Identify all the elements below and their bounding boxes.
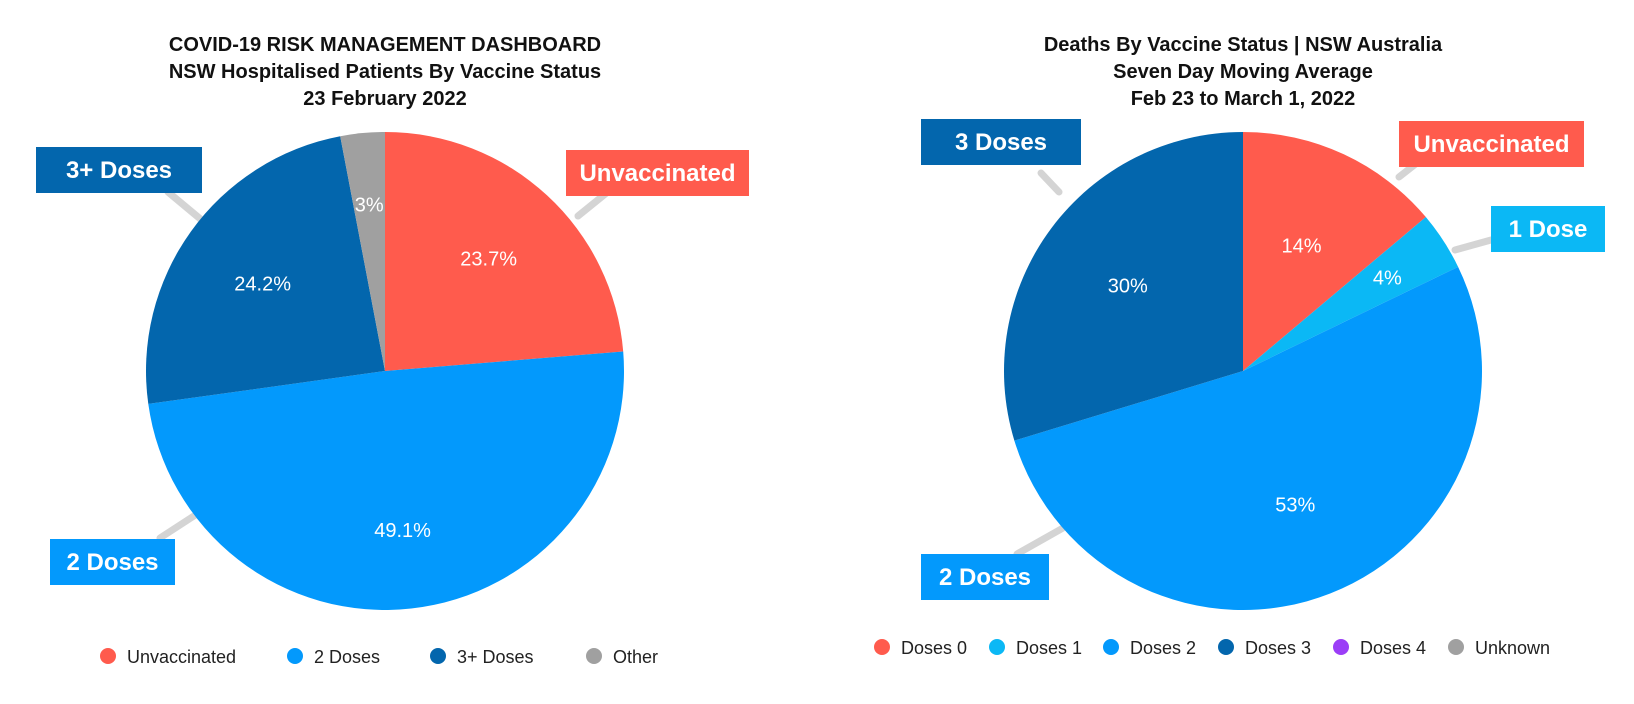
slice-data-label: 4% bbox=[1373, 267, 1402, 289]
callout-box bbox=[921, 119, 1081, 165]
pie-slice-doses-3[interactable] bbox=[1004, 132, 1243, 441]
slice-data-label: 14% bbox=[1281, 235, 1321, 257]
pie-slice-unvaccinated[interactable] bbox=[385, 132, 624, 371]
legend-label: Doses 2 bbox=[1130, 638, 1196, 658]
callout-box bbox=[36, 147, 202, 193]
callout-leader-line bbox=[164, 188, 208, 226]
chart-title-line: 23 February 2022 bbox=[303, 88, 466, 110]
legend-marker bbox=[1103, 639, 1119, 655]
callout-box bbox=[1399, 121, 1584, 167]
callout-label: Unvaccinated bbox=[1413, 131, 1569, 158]
legend-label: Doses 0 bbox=[901, 638, 967, 658]
slice-data-label: 23.7% bbox=[460, 249, 517, 271]
legend-label: 3+ Doses bbox=[457, 647, 534, 667]
chart-title-line: COVID-19 RISK MANAGEMENT DASHBOARD bbox=[169, 34, 601, 56]
callout-box bbox=[50, 539, 175, 585]
legend-label: Unknown bbox=[1475, 638, 1550, 658]
chart-legend: Unvaccinated 2 Doses 3+ Doses Other bbox=[100, 647, 658, 667]
slice-data-label: 53% bbox=[1275, 495, 1315, 517]
legend-label: Doses 4 bbox=[1360, 638, 1426, 658]
legend-item-unknown[interactable]: Unknown bbox=[1448, 638, 1550, 658]
legend-marker bbox=[874, 639, 890, 655]
callout-1-dose: 1 Dose bbox=[1491, 206, 1605, 252]
legend-label: Other bbox=[613, 647, 658, 667]
legend-marker bbox=[1333, 639, 1349, 655]
slice-data-label: 49.1% bbox=[374, 520, 431, 542]
legend-item-doses-2[interactable]: Doses 2 bbox=[1103, 638, 1196, 658]
chart-title-line: NSW Hospitalised Patients By Vaccine Sta… bbox=[169, 61, 601, 83]
legend-marker bbox=[989, 639, 1005, 655]
callout-label: Unvaccinated bbox=[579, 160, 735, 187]
callout-label: 2 Doses bbox=[66, 549, 158, 576]
callout-leader-line bbox=[1037, 169, 1063, 196]
callout-box bbox=[921, 554, 1049, 600]
callout-box bbox=[1491, 206, 1605, 252]
callout-3plus-doses: 3+ Doses bbox=[36, 147, 202, 193]
legend-item-3plus-doses[interactable]: 3+ Doses bbox=[430, 647, 534, 667]
chart-title: Deaths By Vaccine Status | NSW Australia… bbox=[1044, 34, 1443, 110]
slice-data-label: 24.2% bbox=[234, 273, 291, 295]
chart-title-line: Deaths By Vaccine Status | NSW Australia bbox=[1044, 34, 1443, 56]
callout-3-doses: 3 Doses bbox=[921, 119, 1081, 165]
legend-item-doses-3[interactable]: Doses 3 bbox=[1218, 638, 1311, 658]
legend-item-unvaccinated[interactable]: Unvaccinated bbox=[100, 647, 236, 667]
chart-legend: Doses 0 Doses 1 Doses 2 Doses 3 Doses 4 Unkno… bbox=[874, 638, 1550, 658]
legend-label: Doses 3 bbox=[1245, 638, 1311, 658]
pie-chart-1: COVID-19 RISK MANAGEMENT DASHBOARD NSW Ho… bbox=[36, 34, 749, 667]
callout-leader-line bbox=[156, 508, 204, 542]
pie-slice-doses-0[interactable] bbox=[1243, 132, 1426, 371]
chart-title-line: Seven Day Moving Average bbox=[1113, 61, 1373, 83]
legend-item-doses-1[interactable]: Doses 1 bbox=[989, 638, 1082, 658]
callout-leader-line bbox=[1013, 524, 1067, 558]
pie-slice-doses-1[interactable] bbox=[1243, 217, 1459, 371]
legend-marker bbox=[287, 648, 303, 664]
callout-2-doses: 2 Doses bbox=[50, 539, 175, 585]
legend-label: Doses 1 bbox=[1016, 638, 1082, 658]
legend-marker bbox=[586, 648, 602, 664]
callout-2-doses: 2 Doses bbox=[921, 554, 1049, 600]
callout-unvaccinated: Unvaccinated bbox=[1399, 121, 1584, 167]
callout-label: 1 Dose bbox=[1509, 216, 1588, 243]
chart-title-line: Feb 23 to March 1, 2022 bbox=[1131, 88, 1356, 110]
pie-slice-3plus-doses[interactable] bbox=[145, 136, 385, 404]
legend-item-doses-0[interactable]: Doses 0 bbox=[874, 638, 967, 658]
chart-title: COVID-19 RISK MANAGEMENT DASHBOARD NSW Ho… bbox=[169, 34, 601, 110]
pie-slice-doses-2[interactable] bbox=[1014, 266, 1483, 611]
slice-data-label: 3% bbox=[355, 194, 384, 216]
pie-chart-2: Deaths By Vaccine Status | NSW Australia… bbox=[874, 34, 1605, 658]
legend-marker bbox=[100, 648, 116, 664]
pie-slice-2-doses[interactable] bbox=[148, 351, 625, 611]
slice-data-label: 30% bbox=[1108, 276, 1148, 298]
callout-label: 3 Doses bbox=[955, 129, 1047, 156]
legend-item-doses-4[interactable]: Doses 4 bbox=[1333, 638, 1426, 658]
pie-slice-other[interactable] bbox=[340, 132, 385, 371]
callout-label: 3+ Doses bbox=[66, 157, 172, 184]
legend-marker bbox=[430, 648, 446, 664]
legend-marker bbox=[1448, 639, 1464, 655]
legend-item-other[interactable]: Other bbox=[586, 647, 658, 667]
callout-label: 2 Doses bbox=[939, 564, 1031, 591]
legend-marker bbox=[1218, 639, 1234, 655]
callout-leader-line bbox=[1451, 236, 1495, 254]
callout-box bbox=[566, 150, 749, 196]
legend-item-2-doses[interactable]: 2 Doses bbox=[287, 647, 380, 667]
legend-label: 2 Doses bbox=[314, 647, 380, 667]
legend-label: Unvaccinated bbox=[127, 647, 236, 667]
callout-unvaccinated: Unvaccinated bbox=[566, 150, 749, 196]
